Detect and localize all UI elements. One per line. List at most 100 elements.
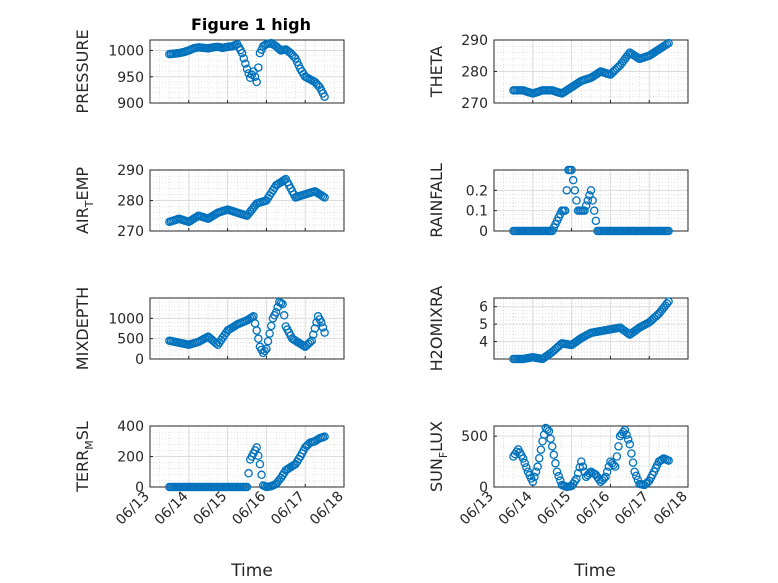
data-point — [664, 226, 673, 236]
y-axis-label: AIRTEMP — [73, 167, 96, 234]
x-tick-label: 06/15 — [191, 489, 231, 529]
subplot-4: 0 0.1 0.2 RAINFALL — [427, 163, 689, 240]
x-tick-label: 06/13 — [457, 489, 497, 529]
data-point-fill — [239, 54, 249, 63]
data-point-fill — [609, 460, 618, 470]
data-point-fill — [254, 63, 263, 72]
y-tick-label: 290 — [117, 163, 144, 179]
data-point-fill — [257, 470, 266, 480]
data-point — [320, 432, 329, 441]
data-point-fill — [536, 445, 546, 454]
data-point-fill — [568, 175, 578, 185]
y-tick-label: 500 — [461, 429, 488, 445]
data-point — [278, 299, 287, 309]
data-point-fill — [276, 298, 286, 308]
data-point-fill — [570, 476, 580, 486]
data-point-fill — [265, 329, 274, 338]
data-point-fill — [250, 72, 260, 82]
x-tick-label: 06/15 — [535, 489, 575, 529]
y-tick-label: 0 — [479, 480, 488, 496]
data-point — [317, 318, 326, 327]
y-axis-label: THETA — [427, 46, 446, 98]
data-point — [567, 165, 576, 175]
data-point — [271, 307, 281, 317]
y-tick-label: 280 — [461, 65, 488, 81]
data-point-fill — [279, 311, 289, 320]
x-tick-label: 06/14 — [152, 488, 192, 528]
data-point-fill — [588, 196, 597, 205]
data-point-fill — [662, 299, 672, 308]
data-point — [625, 440, 635, 449]
data-point-fill — [614, 442, 623, 451]
data-point-fill — [591, 216, 601, 226]
y-tick-label: 5 — [479, 317, 488, 333]
data-point — [664, 38, 673, 48]
x-tick-label: 06/17 — [612, 489, 652, 529]
data-point — [560, 206, 570, 215]
y-tick-label: 290 — [461, 33, 488, 49]
data-point-fill — [551, 459, 560, 468]
data-point — [252, 77, 261, 87]
data-point — [533, 462, 542, 471]
data-point — [572, 474, 581, 484]
data-point — [586, 186, 596, 195]
data-point — [620, 425, 630, 435]
figure-title: Figure 1 high — [191, 15, 311, 34]
y-tick-label: 0.2 — [466, 183, 488, 199]
subplot-6: 4 56 H2OMIXRA — [427, 286, 689, 372]
data-point-fill — [522, 463, 531, 472]
y-axis-label: H2OMIXRA — [427, 286, 446, 372]
y-tick-label: 950 — [117, 70, 144, 86]
y-axis-label: RAINFALL — [427, 163, 446, 238]
data-point-fill — [628, 458, 638, 467]
data-point-fill — [575, 463, 584, 472]
data-point — [611, 462, 620, 471]
data-point-fill — [549, 450, 559, 460]
data-point-fill — [623, 435, 633, 444]
data-point-fill — [254, 451, 263, 460]
data-point-fill — [622, 430, 631, 440]
y-tick-label: 200 — [117, 450, 144, 466]
x-tick-label: 06/16 — [573, 488, 613, 528]
data-point — [237, 48, 247, 58]
data-point-fill — [578, 462, 588, 471]
data-point — [580, 206, 589, 215]
data-point — [664, 456, 673, 465]
x-axis-label-right: Time — [573, 561, 616, 581]
data-point-fill — [318, 323, 328, 332]
y-axis-label: PRESSURE — [73, 29, 92, 113]
data-point-fill — [627, 449, 636, 458]
data-point-fill — [530, 472, 539, 482]
data-point — [570, 186, 580, 195]
y-axis-label: SUNFLUX — [427, 421, 450, 492]
data-point — [262, 344, 271, 354]
y-tick-label: 900 — [117, 96, 144, 112]
data-point — [320, 328, 329, 337]
x-tick-label: 06/14 — [496, 488, 536, 528]
data-point-fill — [583, 196, 593, 205]
data-point-fill — [581, 201, 591, 210]
y-tick-label: 280 — [117, 194, 144, 210]
subplot-2: 270 280 290 THETA — [427, 33, 689, 112]
data-point-fill — [602, 467, 612, 476]
data-point-fill — [244, 469, 253, 478]
data-point — [252, 326, 261, 335]
x-tick-label: 06/18 — [307, 489, 347, 529]
data-point — [320, 193, 329, 202]
y-tick-label: 500 — [117, 332, 144, 348]
data-point — [552, 467, 562, 476]
data-point-fill — [546, 434, 555, 443]
x-tick-label: 06/17 — [268, 489, 308, 529]
y-axis-label: TERRMSL — [73, 421, 96, 493]
subplot-5: 0 500 1000 MIXDEPTH — [73, 287, 345, 370]
data-point — [518, 454, 528, 463]
data-point-fill — [520, 458, 529, 468]
y-tick-label: 400 — [117, 419, 144, 435]
data-point — [528, 477, 538, 487]
data-point — [307, 336, 316, 345]
data-point-fill — [263, 336, 273, 346]
y-tick-label: 1000 — [108, 44, 144, 60]
y-tick-label: 270 — [461, 96, 488, 112]
